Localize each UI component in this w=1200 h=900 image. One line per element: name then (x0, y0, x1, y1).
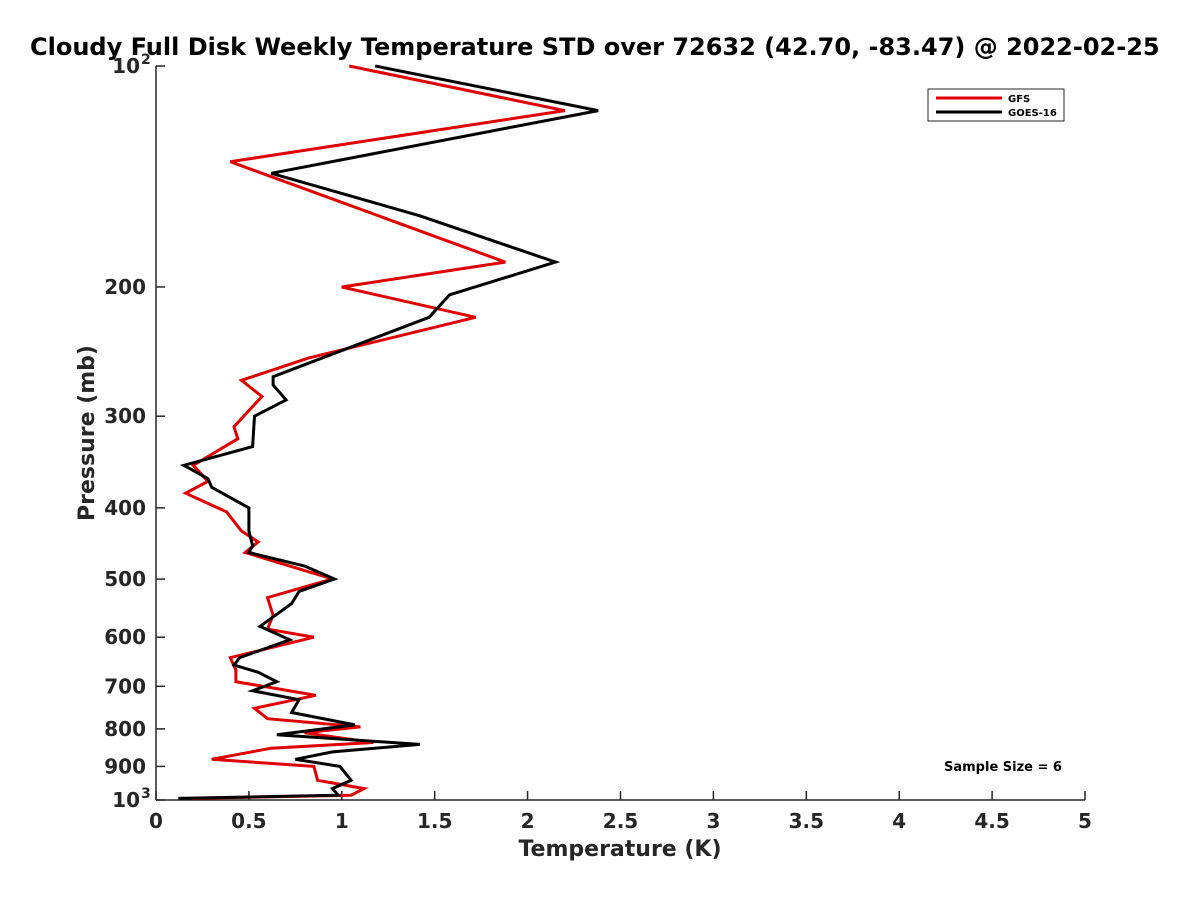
x-tick-label: 2.5 (603, 809, 638, 833)
y-tick-label: 400 (104, 496, 146, 520)
y-tick-label: 10 (112, 54, 140, 78)
y-tick-label: 500 (104, 567, 146, 591)
y-tick-label: 900 (104, 754, 146, 778)
y-tick-label: 700 (104, 674, 146, 698)
y-tick-exponent: 2 (141, 52, 151, 68)
x-tick-label: 3.5 (789, 809, 824, 833)
y-tick-label: 200 (104, 275, 146, 299)
x-tick-label: 4 (892, 809, 906, 833)
series-line-gfs (182, 64, 566, 800)
y-tick-label: 600 (104, 625, 146, 649)
y-tick-label: 800 (104, 717, 146, 741)
x-tick-label: 0.5 (231, 809, 266, 833)
y-tick-label: 300 (104, 404, 146, 428)
legend-label: GFS (1008, 94, 1030, 105)
x-tick-label: 2 (521, 809, 535, 833)
y-tick-exponent: 3 (141, 786, 151, 802)
x-tick-label: 0 (149, 809, 163, 833)
y-axis-label: Pressure (mb) (75, 345, 100, 521)
y-tick-label: 10 (112, 788, 140, 812)
x-axis-label: Temperature (K) (518, 837, 721, 862)
x-tick-label: 4.5 (974, 809, 1009, 833)
x-tick-label: 1 (335, 809, 349, 833)
x-tick-label: 5 (1078, 809, 1092, 833)
chart-title: Cloudy Full Disk Weekly Temperature STD … (30, 33, 1160, 61)
plot-area: 0 0.5 1 1.5 2 2.5 3 3.5 4 4.5 510 22003004005006007… (104, 52, 1092, 833)
sample-size-annotation: Sample Size = 6 (944, 760, 1062, 775)
x-tick-label: 3 (706, 809, 720, 833)
legend-label: GOES-16 (1008, 108, 1057, 119)
legend-box (927, 88, 1065, 122)
series-line-goes-16 (178, 64, 599, 800)
x-tick-label: 1.5 (417, 809, 452, 833)
